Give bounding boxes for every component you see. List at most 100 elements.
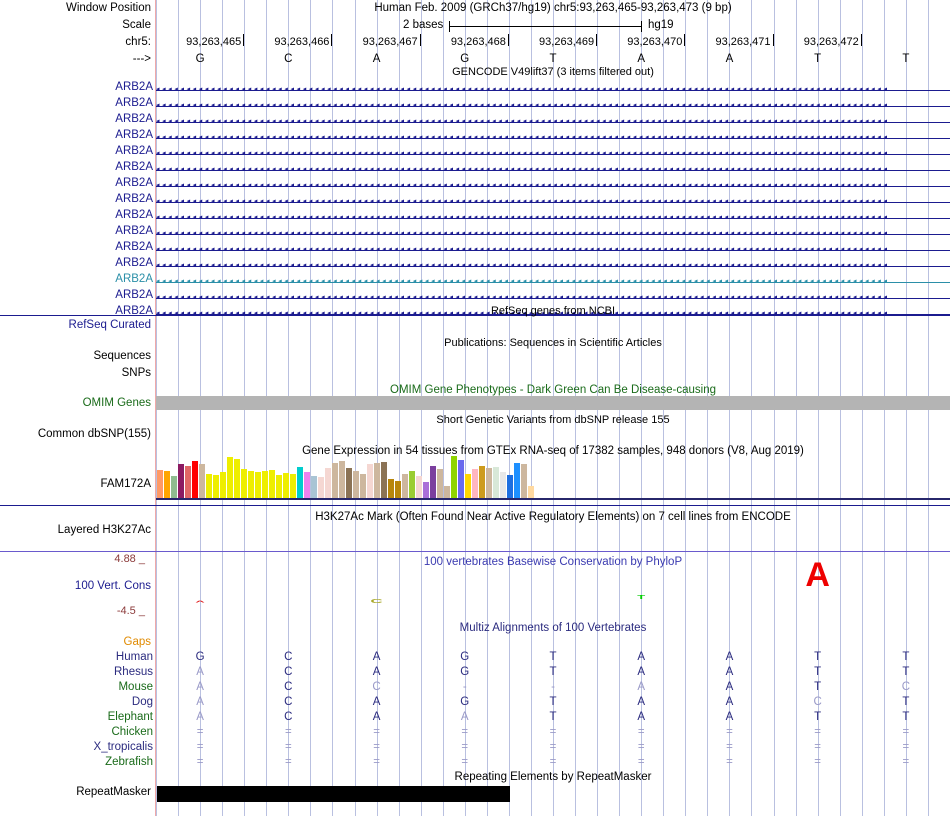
gencode-gene-name[interactable]: ARB2A [115, 241, 153, 253]
gencode-gene-name[interactable]: ARB2A [115, 129, 153, 141]
track-label-omim-genes[interactable]: OMIM Genes [82, 397, 151, 409]
gencode-gene-row[interactable]: ◂◂◂◂◂◂◂◂◂◂◂◂◂◂◂◂◂◂◂◂◂◂◂◂◂◂◂◂◂◂◂◂◂◂◂◂◂◂◂◂… [156, 227, 950, 243]
gencode-gene-row[interactable]: ◂◂◂◂◂◂◂◂◂◂◂◂◂◂◂◂◂◂◂◂◂◂◂◂◂◂◂◂◂◂◂◂◂◂◂◂◂◂◂◂… [156, 179, 950, 195]
gtex-bar[interactable] [304, 472, 310, 498]
gtex-track-title[interactable]: Gene Expression in 54 tissues from GTEx … [302, 445, 804, 457]
publications-track-title[interactable]: Publications: Sequences in Scientific Ar… [444, 337, 662, 349]
gtex-bar[interactable] [374, 463, 380, 498]
gtex-bar[interactable] [458, 460, 464, 498]
gtex-bar[interactable] [311, 476, 317, 498]
multiz-species-label[interactable]: Mouse [118, 681, 153, 693]
gtex-bar[interactable] [451, 456, 457, 498]
track-label-100-vert-cons[interactable]: 100 Vert. Cons [74, 580, 151, 592]
gencode-gene-row[interactable]: ◂◂◂◂◂◂◂◂◂◂◂◂◂◂◂◂◂◂◂◂◂◂◂◂◂◂◂◂◂◂◂◂◂◂◂◂◂◂◂◂… [156, 275, 950, 291]
gtex-bar[interactable] [416, 476, 422, 498]
gtex-bar[interactable] [472, 469, 478, 498]
gtex-bar[interactable] [199, 464, 205, 498]
gtex-bar[interactable] [500, 472, 506, 498]
gencode-gene-name[interactable]: ARB2A [115, 305, 153, 317]
gencode-gene-row[interactable]: ◂◂◂◂◂◂◂◂◂◂◂◂◂◂◂◂◂◂◂◂◂◂◂◂◂◂◂◂◂◂◂◂◂◂◂◂◂◂◂◂… [156, 147, 950, 163]
gtex-bar[interactable] [269, 470, 275, 498]
conservation-track-title[interactable]: 100 vertebrates Basewise Conservation by… [423, 556, 683, 568]
gtex-bar[interactable] [465, 474, 471, 498]
gencode-gene-name[interactable]: ARB2A [115, 81, 153, 93]
gencode-gene-row[interactable]: ◂◂◂◂◂◂◂◂◂◂◂◂◂◂◂◂◂◂◂◂◂◂◂◂◂◂◂◂◂◂◂◂◂◂◂◂◂◂◂◂… [156, 99, 950, 115]
gtex-bar[interactable] [367, 464, 373, 498]
gencode-gene-row[interactable]: ◂◂◂◂◂◂◂◂◂◂◂◂◂◂◂◂◂◂◂◂◂◂◂◂◂◂◂◂◂◂◂◂◂◂◂◂◂◂◂◂… [156, 131, 950, 147]
gencode-gene-name[interactable]: ARB2A [115, 177, 153, 189]
gencode-gene-row[interactable]: ◂◂◂◂◂◂◂◂◂◂◂◂◂◂◂◂◂◂◂◂◂◂◂◂◂◂◂◂◂◂◂◂◂◂◂◂◂◂◂◂… [156, 115, 950, 131]
multiz-species-label[interactable]: Human [115, 651, 153, 663]
track-label-repeatmasker[interactable]: RepeatMasker [76, 786, 151, 798]
gencode-gene-name[interactable]: ARB2A [115, 161, 153, 173]
multiz-species-label[interactable]: Rhesus [114, 666, 153, 678]
gtex-bar[interactable] [171, 476, 177, 498]
gtex-bar[interactable] [234, 459, 240, 498]
gtex-bar[interactable] [213, 475, 219, 498]
gencode-gene-name[interactable]: ARB2A [115, 97, 153, 109]
multiz-species-label[interactable]: Elephant [107, 711, 153, 723]
multiz-species-label[interactable]: Zebrafish [105, 756, 153, 768]
gencode-gene-row[interactable]: ◂◂◂◂◂◂◂◂◂◂◂◂◂◂◂◂◂◂◂◂◂◂◂◂◂◂◂◂◂◂◂◂◂◂◂◂◂◂◂◂… [156, 259, 950, 275]
gtex-bar[interactable] [206, 474, 212, 498]
gencode-track-title[interactable]: GENCODE V49lift37 (3 items filtered out) [452, 66, 654, 78]
gtex-bar[interactable] [157, 470, 163, 498]
repeatmasker-track-title[interactable]: Repeating Elements by RepeatMasker [454, 771, 652, 783]
gtex-bar[interactable] [262, 471, 268, 498]
gtex-bar[interactable] [409, 471, 415, 498]
gtex-bar[interactable] [332, 463, 338, 498]
gtex-bar[interactable] [528, 486, 534, 498]
gtex-bar[interactable] [395, 481, 401, 498]
gtex-bar[interactable] [507, 475, 513, 498]
gtex-bar[interactable] [479, 466, 485, 498]
track-label-refseq-curated[interactable]: RefSeq Curated [68, 319, 151, 331]
track-label-snps[interactable]: SNPs [121, 367, 151, 379]
gencode-gene-name[interactable]: ARB2A [115, 289, 153, 301]
gencode-gene-name[interactable]: ARB2A [115, 193, 153, 205]
gtex-bar[interactable] [283, 473, 289, 498]
omim-track-title[interactable]: OMIM Gene Phenotypes - Dark Green Can Be… [390, 384, 716, 396]
gencode-gene-row[interactable]: ◂◂◂◂◂◂◂◂◂◂◂◂◂◂◂◂◂◂◂◂◂◂◂◂◂◂◂◂◂◂◂◂◂◂◂◂◂◂◂◂… [156, 291, 950, 307]
gencode-gene-name[interactable]: ARB2A [115, 225, 153, 237]
gtex-bar[interactable] [255, 472, 261, 498]
gtex-expression-barchart[interactable] [157, 456, 535, 498]
gtex-bar[interactable] [444, 486, 450, 498]
track-label-sequences[interactable]: Sequences [93, 350, 151, 362]
gtex-bar[interactable] [220, 472, 226, 498]
gtex-bar[interactable] [521, 464, 527, 498]
gtex-bar[interactable] [325, 468, 331, 498]
gtex-bar[interactable] [514, 463, 520, 498]
h3k27ac-track-title[interactable]: H3K27Ac Mark (Often Found Near Active Re… [315, 511, 791, 523]
gencode-gene-row[interactable]: ◂◂◂◂◂◂◂◂◂◂◂◂◂◂◂◂◂◂◂◂◂◂◂◂◂◂◂◂◂◂◂◂◂◂◂◂◂◂◂◂… [156, 307, 950, 323]
dbsnp-track-title[interactable]: Short Genetic Variants from dbSNP releas… [436, 414, 670, 426]
gtex-bar[interactable] [493, 467, 499, 498]
gtex-bar[interactable] [185, 466, 191, 498]
gencode-gene-name[interactable]: ARB2A [115, 145, 153, 157]
gtex-bar[interactable] [360, 474, 366, 498]
gtex-bar[interactable] [388, 479, 394, 498]
gtex-bar[interactable] [164, 471, 170, 498]
gtex-bar[interactable] [486, 468, 492, 498]
gencode-gene-row[interactable]: ◂◂◂◂◂◂◂◂◂◂◂◂◂◂◂◂◂◂◂◂◂◂◂◂◂◂◂◂◂◂◂◂◂◂◂◂◂◂◂◂… [156, 211, 950, 227]
track-label-layered-h3k27ac[interactable]: Layered H3K27Ac [57, 524, 151, 536]
gtex-bar[interactable] [430, 466, 436, 498]
gtex-bar[interactable] [318, 477, 324, 498]
repeatmasker-bar[interactable] [157, 786, 510, 802]
gtex-bar[interactable] [227, 457, 233, 498]
refseq-track-title[interactable]: RefSeq genes from NCBI [490, 305, 616, 317]
gtex-bar[interactable] [437, 469, 443, 498]
gtex-bar[interactable] [241, 469, 247, 498]
gencode-gene-name[interactable]: ARB2A [115, 257, 153, 269]
gencode-gene-row[interactable]: ◂◂◂◂◂◂◂◂◂◂◂◂◂◂◂◂◂◂◂◂◂◂◂◂◂◂◂◂◂◂◂◂◂◂◂◂◂◂◂◂… [156, 243, 950, 259]
gtex-bar[interactable] [339, 461, 345, 498]
gtex-bar[interactable] [346, 468, 352, 498]
gtex-bar[interactable] [276, 475, 282, 498]
multiz-species-label[interactable]: X_tropicalis [93, 741, 153, 753]
gencode-gene-row[interactable]: ◂◂◂◂◂◂◂◂◂◂◂◂◂◂◂◂◂◂◂◂◂◂◂◂◂◂◂◂◂◂◂◂◂◂◂◂◂◂◂◂… [156, 163, 950, 179]
gtex-bar[interactable] [423, 482, 429, 498]
multiz-species-label[interactable]: Dog [131, 696, 153, 708]
gencode-gene-name[interactable]: ARB2A [115, 273, 153, 285]
gtex-bar[interactable] [290, 474, 296, 498]
gtex-bar[interactable] [381, 462, 387, 498]
